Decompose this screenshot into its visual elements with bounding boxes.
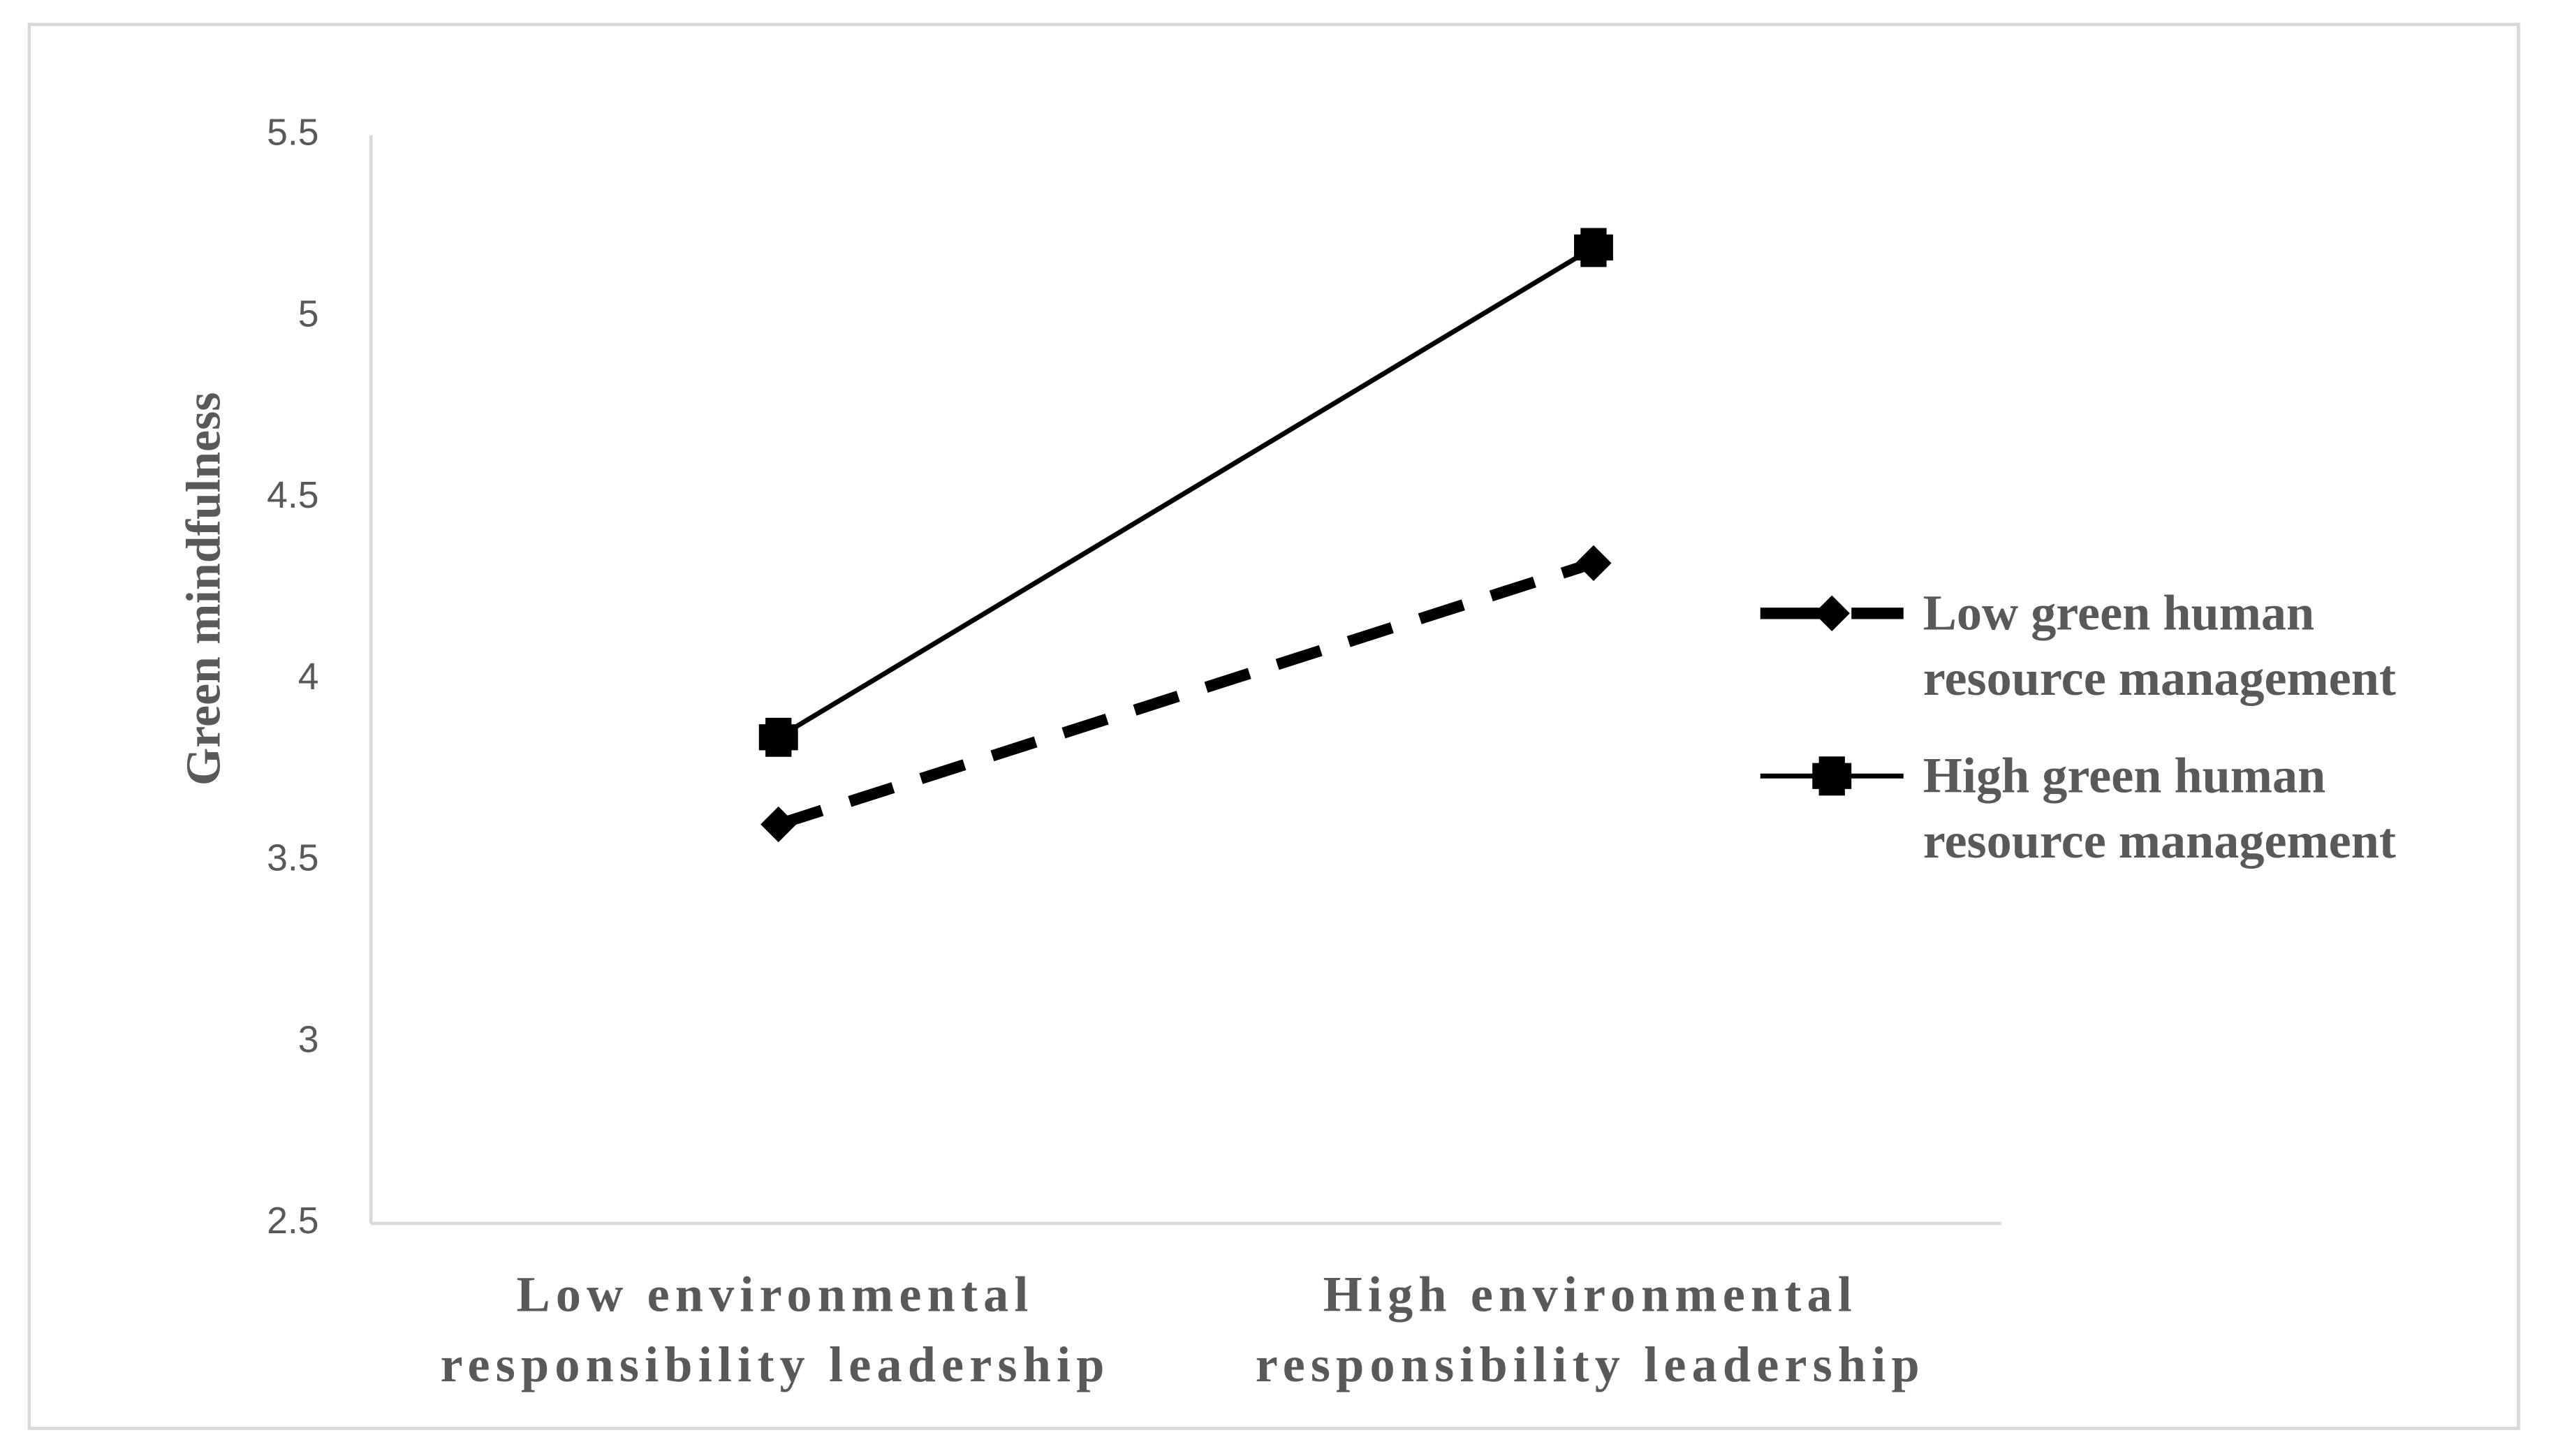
data-point: [1573, 228, 1613, 267]
x-tick-label: High environmental responsibility leader…: [1255, 1265, 1925, 1393]
y-tick-label: 3.5: [267, 837, 318, 879]
y-tick-label: 4.5: [267, 474, 318, 516]
series-line: [777, 245, 1595, 740]
y-tick-label: 3: [298, 1018, 319, 1060]
legend-marker: [1812, 756, 1852, 796]
data-point: [1575, 545, 1612, 582]
y-tick-label: 5.5: [267, 112, 318, 154]
series-line: [777, 557, 1596, 830]
y-axis-title: Green mindfulness: [177, 392, 231, 786]
y-tick-label: 4: [298, 656, 319, 698]
legend-label: High green human resource management: [1923, 747, 2396, 869]
y-tick-label: 5: [298, 293, 319, 334]
data-point: [758, 717, 798, 757]
x-tick-label: Low environmental responsibility leaders…: [440, 1265, 1110, 1393]
chart-border: [27, 22, 2520, 1430]
legend-label: Low green human resource management: [1923, 584, 2396, 707]
y-tick-label: 2.5: [267, 1200, 318, 1242]
